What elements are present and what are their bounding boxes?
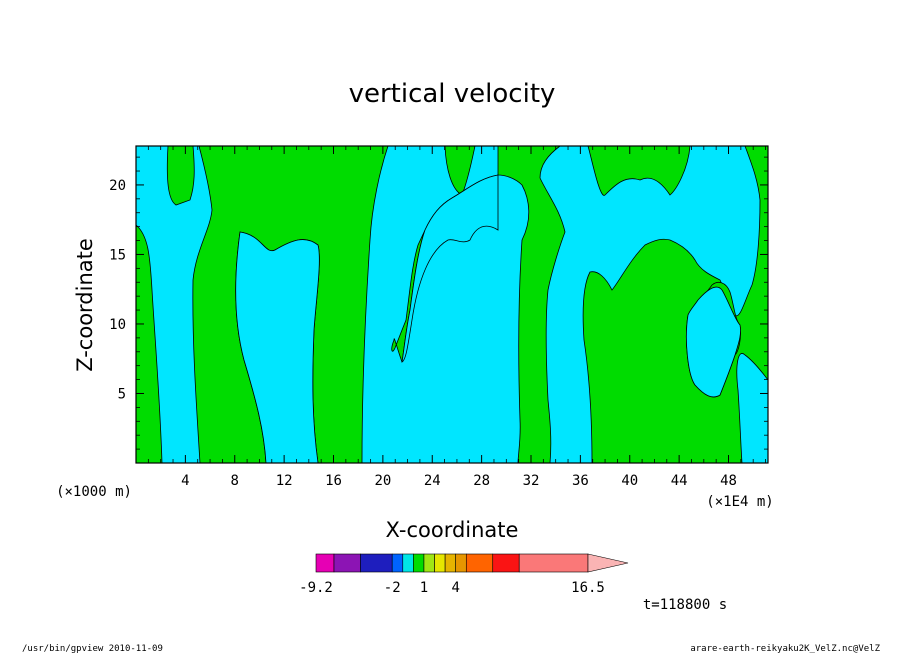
colorbar-segment (455, 553, 467, 573)
y-tick-label: 15 (109, 247, 126, 263)
x-axis-ticks: 4 8 12 16 20 24 28 32 36 40 44 48 (147, 146, 766, 489)
colorbar-segment (423, 553, 435, 573)
colorbar-segment (434, 553, 446, 573)
time-label: t=118800 s (643, 597, 727, 613)
colorbar-label: 4 (451, 580, 459, 596)
colorbar-segment (518, 553, 589, 573)
x-tick-label: 44 (671, 473, 688, 489)
x-tick-label: 48 (720, 473, 737, 489)
x-tick-label: 40 (621, 473, 638, 489)
colorbar-label: -2 (384, 580, 401, 596)
colorbar-segment (360, 553, 393, 573)
x-tick-label: 20 (374, 473, 391, 489)
y-tick-label: 20 (109, 178, 126, 194)
cyan-pocket-2 (401, 174, 499, 363)
green-region-2 (166, 145, 195, 206)
green-region-1 (135, 224, 163, 464)
colorbar-segment (402, 553, 414, 573)
x-axis-label: X-coordinate (386, 518, 519, 542)
x-tick-label: 4 (181, 473, 189, 489)
colorbar: -9.2 -2 1 4 16.5 (299, 553, 629, 596)
x-multiplier-note: (×1000 m) (56, 484, 132, 500)
colorbar-label: 16.5 (571, 580, 605, 596)
colorbar-segment (315, 553, 335, 573)
negative-pockets (235, 174, 741, 464)
chart-title: vertical velocity (349, 79, 556, 109)
y-axis-ticks: 5 10 15 20 (109, 156, 768, 450)
colorbar-segment (492, 553, 520, 573)
x-tick-label: 24 (424, 473, 441, 489)
y-tick-label: 10 (109, 317, 126, 333)
colorbar-segment (413, 553, 425, 573)
x-tick-label: 32 (523, 473, 540, 489)
x-tick-label: 8 (231, 473, 239, 489)
x-tick-label: 28 (473, 473, 490, 489)
colorbar-segment (444, 553, 457, 573)
x-tick-label: 36 (572, 473, 589, 489)
y-axis-label: Z-coordinate (73, 238, 97, 372)
colorbar-overflow-arrow (587, 553, 629, 573)
colorbar-segment (465, 553, 494, 573)
x-tick-label: 12 (276, 473, 293, 489)
colorbar-label: -9.2 (299, 580, 333, 596)
colorbar-segment (333, 553, 361, 573)
y-tick-label: 5 (118, 386, 126, 402)
x-tick-label: 16 (325, 473, 342, 489)
cyan-pocket-3 (686, 286, 741, 398)
plot-frame (135, 145, 769, 464)
footer-left: /usr/bin/gpview 2010-11-09 (22, 644, 163, 654)
colorbar-segment (391, 553, 404, 573)
cyan-pocket-1 (235, 231, 320, 464)
x-unit-note: (×1E4 m) (706, 494, 773, 510)
footer-right: arare-earth-reikyaku2K_VelZ.nc@VelZ (690, 644, 880, 654)
green-region-6 (587, 145, 691, 196)
colorbar-label: 1 (420, 580, 428, 596)
